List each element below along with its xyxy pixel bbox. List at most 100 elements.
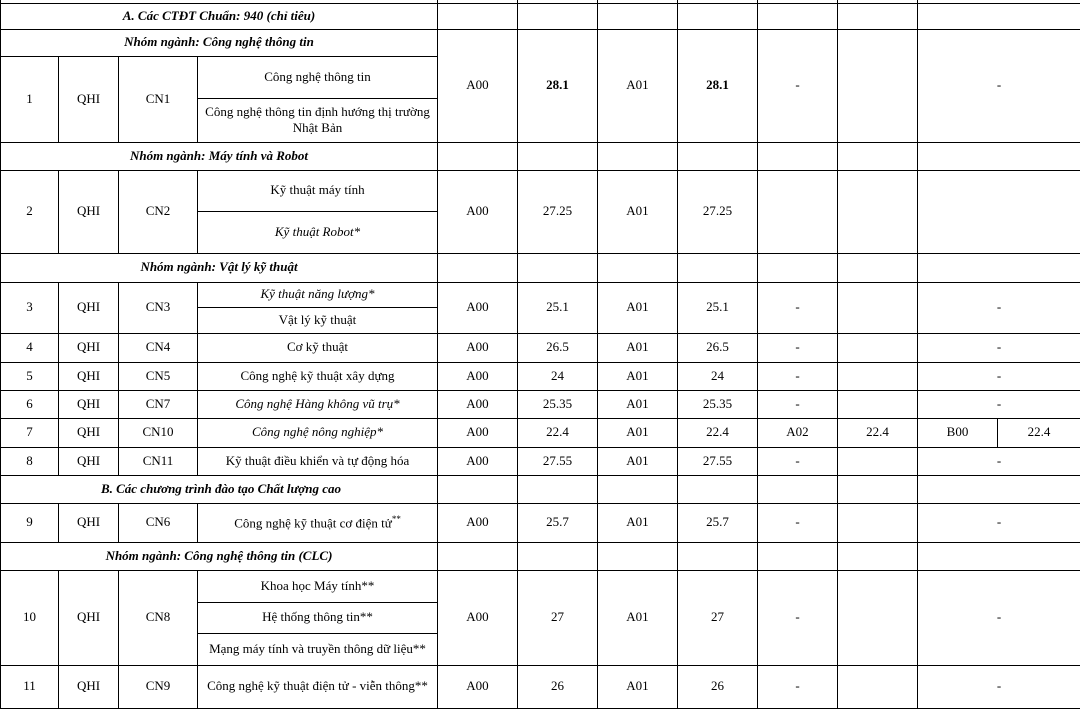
empty-cell (917, 141, 1080, 171)
block-cell: - (917, 664, 1080, 709)
empty-cell (677, 2, 758, 30)
code-cell: CN1 (118, 55, 198, 143)
score-cell: 24 (677, 361, 758, 391)
block-cell: - (917, 446, 1080, 476)
code-cell: CN5 (118, 361, 198, 391)
block-cell: - (757, 28, 838, 143)
block-cell: - (757, 502, 838, 543)
block-cell: A00 (437, 664, 518, 709)
program-cell: Kỹ thuật Robot* (197, 210, 438, 254)
empty-cell (917, 541, 1080, 571)
block-cell: - (757, 446, 838, 476)
empty-cell (837, 2, 918, 30)
stt-cell: 8 (0, 446, 59, 476)
block-cell: A00 (437, 332, 518, 363)
block-cell: - (757, 281, 838, 334)
score-cell: 27 (677, 569, 758, 666)
group-header-maytinh-robot: Nhóm ngành: Máy tính và Robot (0, 141, 1080, 171)
score-cell (837, 502, 918, 543)
block-cell: - (917, 361, 1080, 391)
empty-cell (597, 2, 678, 30)
block-cell: A00 (437, 281, 518, 334)
empty-cell (437, 474, 518, 504)
unit-cell: QHI (58, 281, 119, 334)
program-cell: Kỹ thuật điều khiển và tự động hóa (197, 446, 438, 476)
section-b-label: B. Các chương trình đào tạo Chất lượng c… (0, 474, 438, 504)
empty-cell (517, 141, 598, 171)
score-cell: 25.1 (517, 281, 598, 334)
stt-cell: 9 (0, 502, 59, 543)
group-header-vatly: Nhóm ngành: Vật lý kỹ thuật (0, 252, 1080, 283)
unit-cell: QHI (58, 417, 119, 448)
score-cell: 27 (517, 569, 598, 666)
stt-cell: 11 (0, 664, 59, 709)
stt-cell: 6 (0, 389, 59, 419)
block-cell: A00 (437, 361, 518, 391)
table-row-3a: 3 QHI CN3 Kỹ thuật năng lượng* A00 25.1 … (0, 281, 1080, 334)
empty-cell (517, 2, 598, 30)
score-cell: 26 (677, 664, 758, 709)
code-cell: CN4 (118, 332, 198, 363)
score-cell: 22.4 (677, 417, 758, 448)
table-row-10b: Hệ thống thông tin** (1, 601, 1080, 634)
stt-cell: 3 (0, 281, 59, 334)
stt-cell: 10 (0, 569, 59, 666)
block-cell: A00 (437, 569, 518, 666)
program-cell: Công nghệ kỹ thuật xây dựng (197, 361, 438, 391)
table-row-2a: 2 QHI CN2 Kỹ thuật máy tính A00 27.25 A0… (0, 169, 1080, 254)
group-label: Nhóm ngành: Máy tính và Robot (0, 141, 438, 171)
empty-cell (917, 2, 1080, 30)
empty-cell (677, 141, 758, 171)
block-cell: - (917, 281, 1080, 334)
unit-cell: QHI (58, 332, 119, 363)
empty-cell (597, 141, 678, 171)
section-a-row: A. Các CTĐT Chuẩn: 940 (chỉ tiêu) (0, 2, 1080, 30)
score-cell: 22.4 (837, 417, 918, 448)
empty-cell (757, 2, 838, 30)
empty-cell (597, 474, 678, 504)
table-row-9: 9 QHI CN6 Công nghệ kỹ thuật cơ điện tử*… (0, 502, 1080, 543)
section-a-label: A. Các CTĐT Chuẩn: 940 (chỉ tiêu) (0, 2, 438, 30)
empty-cell (437, 2, 518, 30)
stt-cell: 4 (0, 332, 59, 363)
group-label: Nhóm ngành: Công nghệ thông tin (0, 28, 438, 57)
empty-cell (837, 141, 918, 171)
code-cell: CN11 (118, 446, 198, 476)
score-cell: 28.1 (677, 28, 758, 143)
block-cell: A00 (437, 169, 518, 254)
unit-cell: QHI (58, 569, 119, 666)
block-cell: - (757, 664, 838, 709)
empty-cell (437, 141, 518, 171)
block-cell: A01 (597, 664, 678, 709)
empty-cell (917, 474, 1080, 504)
unit-cell: QHI (58, 664, 119, 709)
empty-cell (597, 252, 678, 283)
block-cell: A01 (597, 569, 678, 666)
block-cell: A01 (597, 361, 678, 391)
empty-cell (517, 252, 598, 283)
block-cell: A01 (597, 169, 678, 254)
score-cell: 22.4 (517, 417, 598, 448)
section-b-row: B. Các chương trình đào tạo Chất lượng c… (0, 474, 1080, 504)
empty-cell (437, 541, 518, 571)
program-cell: Công nghệ Hàng không vũ trụ* (197, 389, 438, 419)
unit-cell: QHI (58, 502, 119, 543)
stt-cell: 5 (0, 361, 59, 391)
score-cell (837, 281, 918, 334)
score-cell: 26.5 (677, 332, 758, 363)
block-cell: A02 (757, 417, 838, 448)
group-header-cntt: Nhóm ngành: Công nghệ thông tin A00 28.1… (0, 28, 1080, 143)
table-row-5: 5 QHI CN5 Công nghệ kỹ thuật xây dựng A0… (0, 361, 1080, 391)
block-cell: A01 (597, 281, 678, 334)
score-cell (837, 28, 918, 143)
score-cell (837, 332, 918, 363)
block-cell: A01 (597, 389, 678, 419)
empty-cell (517, 474, 598, 504)
score-cell: 26.5 (517, 332, 598, 363)
score-cell: 27.55 (517, 446, 598, 476)
score-cell: 27.25 (677, 169, 758, 254)
code-cell: CN2 (118, 169, 198, 254)
block-cell: - (757, 361, 838, 391)
score-cell: 25.35 (517, 389, 598, 419)
